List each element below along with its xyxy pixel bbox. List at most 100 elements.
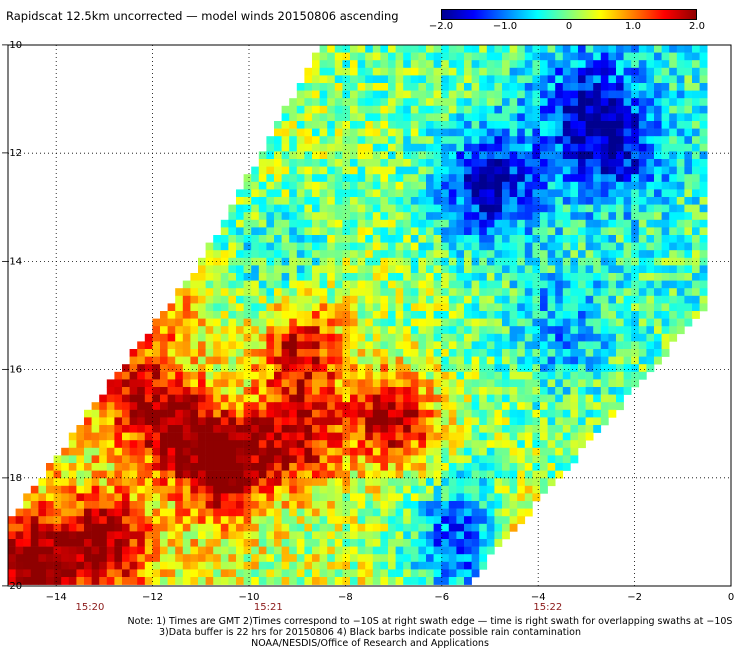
wind-cell [312, 561, 320, 570]
wind-cell [304, 250, 313, 259]
wind-cell [182, 463, 191, 471]
wind-cell [418, 326, 427, 335]
wind-cell [327, 478, 336, 487]
wind-cell [547, 105, 556, 114]
wind-cell [464, 90, 472, 99]
wind-cell [296, 128, 305, 137]
wind-cell [638, 151, 647, 160]
wind-cell [213, 242, 222, 251]
wind-cell [517, 463, 526, 471]
wind-cell [213, 250, 222, 259]
wind-cell [509, 265, 518, 274]
wind-cell [106, 516, 115, 525]
wind-cell [418, 463, 427, 471]
wind-cell [631, 257, 640, 266]
wind-cell [464, 303, 472, 312]
wind-cell [524, 311, 533, 319]
wind-cell [426, 265, 434, 274]
wind-cell [289, 463, 298, 471]
wind-cell [274, 470, 282, 479]
wind-cell [699, 219, 708, 228]
wind-cell [395, 136, 404, 145]
wind-cell [692, 197, 700, 205]
wind-cell [144, 394, 153, 403]
wind-cell [517, 303, 526, 312]
wind-cell [198, 402, 206, 411]
wind-cell [160, 463, 168, 471]
wind-cell [182, 394, 191, 403]
wind-cell [547, 60, 556, 69]
wind-cell [479, 204, 488, 213]
wind-cell [502, 432, 510, 441]
wind-cell [236, 432, 244, 441]
wind-cell [289, 151, 298, 160]
wind-cell [266, 219, 275, 228]
wind-cell [448, 356, 457, 365]
wind-cell [137, 485, 146, 494]
wind-cell [160, 501, 168, 509]
wind-cell [684, 151, 693, 160]
wind-cell [372, 493, 381, 502]
wind-cell [631, 105, 640, 114]
wind-cell [509, 113, 518, 122]
wind-cell [350, 143, 358, 152]
wind-cell [517, 174, 526, 183]
wind-cell [220, 463, 229, 471]
wind-cell [547, 250, 556, 259]
wind-cell [334, 356, 343, 365]
wind-cell [578, 333, 586, 342]
wind-cell [456, 181, 465, 190]
wind-cell [654, 250, 662, 259]
wind-cell [327, 402, 336, 411]
wind-cell [600, 204, 609, 213]
wind-cell [410, 577, 419, 585]
wind-cell [388, 326, 396, 335]
wind-cell [524, 159, 533, 167]
wind-cell [312, 98, 320, 107]
wind-cell [676, 98, 685, 107]
wind-cell [540, 151, 548, 160]
wind-cell [114, 409, 123, 418]
wind-cell [692, 288, 700, 297]
wind-cell [152, 546, 161, 555]
wind-cell [205, 288, 214, 297]
wind-cell [509, 235, 518, 243]
wind-cell [669, 121, 678, 129]
wind-cell [456, 204, 465, 213]
wind-cell [15, 554, 24, 563]
wind-cell [692, 45, 700, 53]
wind-cell [372, 539, 381, 547]
wind-cell [410, 265, 419, 274]
wind-cell [350, 470, 358, 479]
wind-cell [479, 181, 488, 190]
wind-cell [448, 265, 457, 274]
wind-cell [395, 189, 404, 198]
wind-cell [654, 159, 662, 167]
wind-cell [600, 181, 609, 190]
wind-cell [289, 341, 298, 350]
wind-cell [38, 478, 47, 487]
wind-cell [547, 432, 556, 441]
wind-cell [661, 105, 670, 114]
wind-cell [669, 288, 678, 297]
wind-cell [228, 341, 237, 350]
wind-cell [91, 569, 100, 578]
wind-cell [175, 425, 184, 433]
wind-cell [403, 417, 412, 426]
wind-cell [532, 318, 541, 327]
wind-cell [137, 440, 146, 449]
wind-cell [555, 280, 564, 289]
wind-cell [342, 554, 351, 563]
wind-cell [251, 516, 260, 525]
wind-cell [426, 387, 434, 395]
wind-cell [61, 485, 70, 494]
wind-cell [699, 181, 708, 190]
wind-cell [403, 440, 412, 449]
wind-cell [669, 75, 678, 84]
wind-cell [532, 485, 541, 494]
wind-cell [464, 326, 472, 335]
wind-cell [471, 516, 480, 525]
wind-cell [616, 174, 624, 183]
wind-cell [578, 143, 586, 152]
wind-cell [578, 166, 586, 175]
